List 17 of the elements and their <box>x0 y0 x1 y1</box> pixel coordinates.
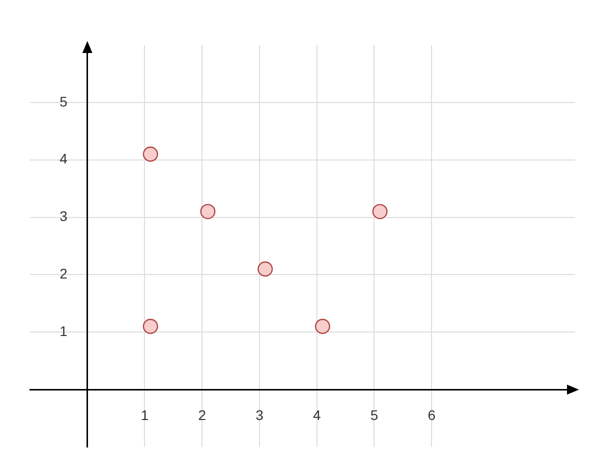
y-tick-label: 3 <box>60 208 68 224</box>
y-tick-label: 4 <box>60 150 68 167</box>
point <box>314 318 330 334</box>
x-tick-label: 1 <box>140 406 149 423</box>
x-tick-label: 3 <box>256 406 264 423</box>
point <box>258 261 273 277</box>
point <box>142 318 158 334</box>
x-tick-label: 6 <box>428 406 436 423</box>
x-tick-label: 2 <box>198 406 206 423</box>
point <box>200 204 216 220</box>
x-tick-label: 5 <box>370 406 378 423</box>
y-tick-label: 1 <box>60 323 68 339</box>
point <box>372 204 388 220</box>
y-tick-label: 5 <box>60 93 68 110</box>
point <box>142 146 158 162</box>
x-tick-label: 4 <box>312 406 321 423</box>
y-tick-label: 2 <box>60 266 68 282</box>
